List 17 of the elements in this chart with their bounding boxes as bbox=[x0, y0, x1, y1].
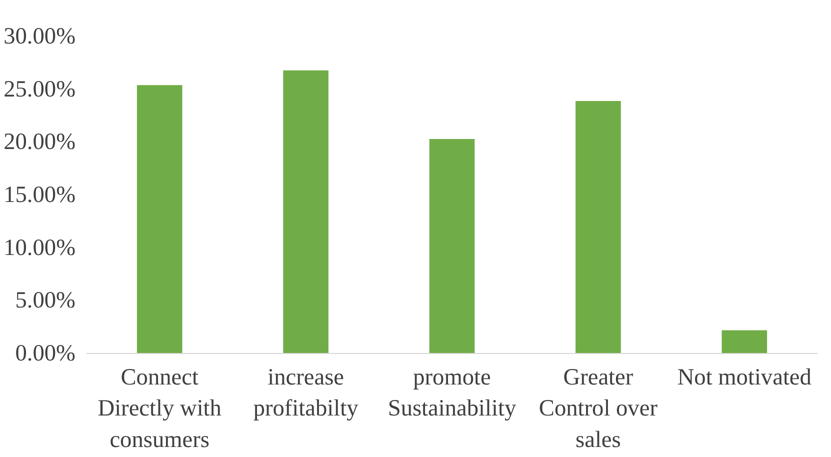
x-tick-label: promote Sustainability bbox=[388, 364, 516, 422]
bar bbox=[429, 138, 475, 354]
bar bbox=[576, 100, 621, 354]
y-tick-label: 10.00% bbox=[4, 234, 76, 261]
y-tick-label: 30.00% bbox=[4, 24, 76, 50]
bar bbox=[136, 85, 182, 354]
y-tick-label: 0.00% bbox=[15, 340, 76, 366]
y-tick-label: 20.00% bbox=[4, 129, 76, 156]
x-tick-label: increase profitabilty bbox=[253, 364, 359, 422]
x-tick-label: Not motivated bbox=[677, 364, 812, 390]
bar bbox=[722, 330, 768, 354]
y-tick-label: 15.00% bbox=[4, 182, 76, 208]
bar bbox=[283, 70, 328, 354]
y-tick-label: 5.00% bbox=[15, 288, 76, 314]
x-tick-label: Connect Directly with consumers bbox=[98, 364, 222, 453]
y-tick-label: 25.00% bbox=[4, 76, 76, 102]
x-tick-label: Greater Control over sales bbox=[538, 364, 658, 453]
